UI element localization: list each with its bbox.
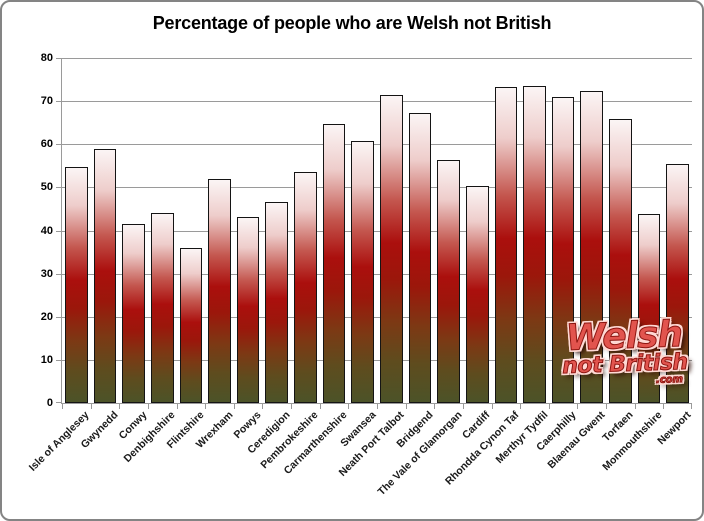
bar <box>637 213 661 403</box>
chart-title: Percentage of people who are Welsh not B… <box>152 13 552 33</box>
x-axis-tick <box>319 403 321 409</box>
bar <box>236 216 260 403</box>
y-axis: 0 10 20 30 40 50 60 70 80 <box>2 52 53 409</box>
bar <box>494 86 518 403</box>
y-axis-tick <box>56 402 62 403</box>
y-tick-label: 40 <box>40 224 53 237</box>
bar <box>150 212 174 403</box>
plot-area <box>56 58 692 409</box>
bar <box>380 94 403 403</box>
bar <box>265 201 289 403</box>
bar <box>93 149 117 403</box>
y-axis-tick <box>56 230 62 232</box>
y-tick-label: 10 <box>40 353 53 366</box>
x-axis-tick <box>462 403 464 409</box>
y-tick-label: 30 <box>40 267 53 280</box>
y-tick-label: 70 <box>40 95 53 108</box>
y-axis-tick <box>56 58 62 59</box>
x-axis-tick <box>377 403 378 409</box>
x-axis-tick <box>520 403 522 409</box>
bar <box>523 86 546 403</box>
bar <box>351 141 374 403</box>
x-axis-tick <box>262 403 264 409</box>
bar <box>465 186 489 403</box>
bar <box>322 124 346 403</box>
bar <box>609 118 632 403</box>
bar <box>122 224 145 403</box>
y-tick-label: 20 <box>40 310 53 323</box>
bar <box>666 164 689 403</box>
bar <box>65 167 88 403</box>
y-axis-tick <box>56 316 62 318</box>
gridline <box>62 230 692 232</box>
x-axis-tick <box>90 403 92 409</box>
bar <box>294 172 317 403</box>
x-axis-tick <box>663 403 665 409</box>
y-tick-label: 60 <box>40 138 53 151</box>
y-tick-label: 0 <box>46 397 53 409</box>
bar <box>408 113 432 403</box>
gridline <box>62 273 692 275</box>
y-tick-label: 50 <box>40 181 53 194</box>
x-axis-tick <box>233 403 235 409</box>
bar <box>179 248 203 403</box>
gridline <box>62 101 692 103</box>
gridline <box>62 316 692 318</box>
y-axis-tick <box>56 187 62 189</box>
x-axis-tick <box>606 403 608 409</box>
x-axis-tick <box>119 403 121 409</box>
y-axis-tick <box>56 144 62 146</box>
x-axis-tick <box>548 403 550 409</box>
y-axis-tick <box>56 359 62 361</box>
x-axis-tick <box>205 403 207 409</box>
x-axis-tick <box>405 403 407 409</box>
x-axis-labels: Isle of Anglesey Gwynedd Conwy Denbighshire… <box>2 409 702 519</box>
gridline <box>62 58 692 59</box>
bar <box>580 91 604 403</box>
x-axis-tick <box>176 403 178 409</box>
x-axis-tick <box>291 403 293 409</box>
y-axis-tick <box>56 273 62 275</box>
x-axis-tick <box>634 403 636 409</box>
gridline <box>62 359 692 361</box>
x-axis-tick <box>348 403 350 409</box>
x-axis-tick <box>434 403 436 409</box>
gridline <box>62 187 692 189</box>
x-axis-tick <box>62 403 63 409</box>
bar <box>551 96 575 403</box>
y-axis-tick <box>56 101 62 103</box>
x-axis-tick <box>147 403 149 409</box>
x-axis-tick <box>491 403 493 409</box>
x-axis-tick <box>577 403 579 409</box>
x-axis-tick <box>691 403 692 409</box>
bar <box>437 160 460 403</box>
bar <box>208 178 231 403</box>
gridline <box>62 144 692 146</box>
y-tick-label: 80 <box>40 52 53 64</box>
